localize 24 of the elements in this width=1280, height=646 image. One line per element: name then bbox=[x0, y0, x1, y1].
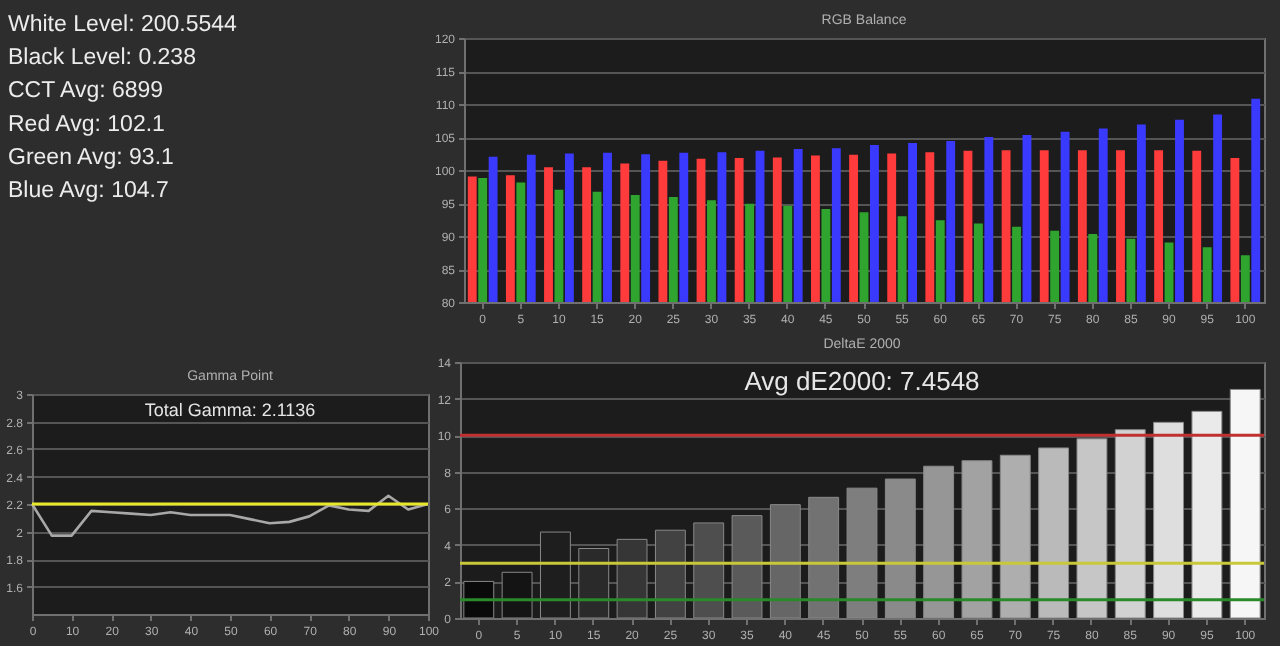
bar bbox=[1153, 421, 1185, 618]
bar bbox=[884, 478, 916, 618]
annotation: Total Gamma: 2.1136 bbox=[144, 400, 316, 420]
bar bbox=[616, 538, 648, 618]
text: Blue Avg: 104.7 bbox=[8, 179, 169, 204]
bar bbox=[1038, 447, 1070, 618]
text: Green Avg: 93.1 bbox=[8, 146, 174, 170]
bar bbox=[1229, 388, 1261, 618]
text: Red Avg: 102.1 bbox=[8, 112, 165, 137]
annotation: Avg dE2000: 7.4548 bbox=[744, 366, 980, 396]
bar bbox=[1076, 438, 1108, 618]
text: White Level: 200.5544 bbox=[8, 12, 239, 37]
bar bbox=[1114, 429, 1146, 618]
bar bbox=[654, 529, 686, 618]
bar bbox=[578, 548, 610, 618]
text: CCT Avg: 6899 bbox=[8, 79, 164, 104]
bar bbox=[923, 465, 955, 618]
text: Black Level: 0.238 bbox=[8, 46, 196, 70]
bar bbox=[999, 454, 1031, 618]
line-series bbox=[30, 494, 430, 537]
bar bbox=[463, 580, 495, 618]
bar bbox=[846, 487, 878, 618]
bar bbox=[961, 460, 993, 618]
bar bbox=[1191, 410, 1223, 618]
